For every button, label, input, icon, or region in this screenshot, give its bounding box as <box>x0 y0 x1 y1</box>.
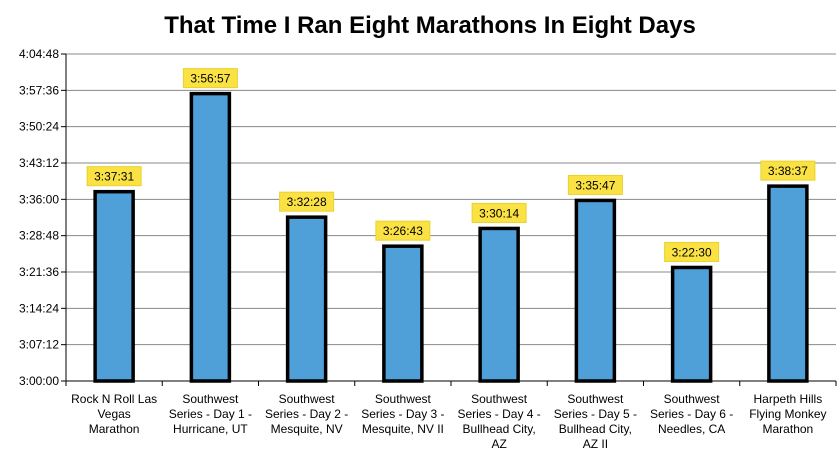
y-tick-label: 3:57:36 <box>19 83 59 97</box>
x-tick-label-line: Bullhead City, <box>463 422 536 436</box>
bar <box>574 198 617 383</box>
x-tick-label-line: Mesquite, NV II <box>362 422 444 436</box>
x-tick-label-line: Southwest <box>567 392 624 406</box>
x-tick-label-line: AZ II <box>583 437 608 449</box>
x-tick-label-line: Harpeth Hills <box>754 392 823 406</box>
x-tick-label-line: AZ <box>491 437 506 449</box>
axes <box>65 54 837 386</box>
data-label: 3:56:57 <box>182 68 238 89</box>
y-tick-label: 3:36:00 <box>19 192 59 206</box>
data-label: 3:38:37 <box>760 160 816 181</box>
x-tick-label: Southwest Series - Day 3 -Mesquite, NV II <box>361 392 444 436</box>
y-tick-label: 3:21:36 <box>19 265 59 279</box>
x-tick-label-line: Bullhead City, <box>559 422 632 436</box>
data-label: 3:35:47 <box>567 174 623 195</box>
data-label-text: 3:56:57 <box>190 72 230 86</box>
gridlines <box>66 53 836 382</box>
x-tick-label-line: Marathon <box>763 422 814 436</box>
y-axis-ticks: 3:00:00 3:07:12 3:14:24 3:21:36 3:28:48 3:36:… <box>19 47 66 388</box>
bar <box>670 265 713 383</box>
data-label-text: 3:26:43 <box>383 224 423 238</box>
x-tick-label-line: Flying Monkey <box>749 407 826 421</box>
bar <box>285 215 328 383</box>
x-tick-label-line: Southwest <box>664 392 721 406</box>
bar <box>382 244 424 383</box>
x-tick-label-line: Vegas <box>97 407 130 421</box>
x-tick-label-line: Mesquite, NV <box>271 422 343 436</box>
chart-title: That Time I Ran Eight Marathons In Eight… <box>164 12 696 39</box>
data-label-box <box>279 191 335 212</box>
y-tick-label: 3:00:00 <box>19 374 59 388</box>
y-tick-label: 3:07:12 <box>19 338 59 352</box>
x-tick-label-line: Series - Day 1 - <box>169 407 252 421</box>
x-tick-label-line: Rock N Roll Las <box>71 392 157 406</box>
bar <box>189 91 232 383</box>
bar <box>478 226 520 383</box>
data-label: 3:37:31 <box>86 166 142 187</box>
y-tick-label: 3:14:24 <box>19 301 59 315</box>
x-tick-label: Southwest Series - Day 2 -Mesquite, NV <box>265 392 348 436</box>
x-tick-label-line: Southwest <box>471 392 528 406</box>
x-tick-label: Southwest Series - Day 1 -Hurricane, UT <box>169 392 252 436</box>
bar <box>93 189 135 383</box>
x-tick-label-line: Southwest <box>279 392 336 406</box>
data-label: 3:26:43 <box>375 220 431 241</box>
data-label-box <box>567 174 623 195</box>
x-tick-label: Southwest Series - Day 6 -Needles, CA <box>650 392 733 436</box>
x-tick-label-line: Series - Day 6 - <box>650 407 733 421</box>
data-label-box <box>760 160 816 181</box>
y-tick-label: 3:28:48 <box>19 229 59 243</box>
data-label-text: 3:30:14 <box>479 206 519 220</box>
x-tick-label: Harpeth Hills Flying Monkey Marathon <box>749 392 826 436</box>
x-tick-label-line: Hurricane, UT <box>173 422 248 436</box>
x-tick-label: Southwest Series - Day 5 -Bullhead City, A… <box>554 392 637 449</box>
data-labels: 3:37:31 3:56:57 3:32:28 3:26:43 3:30:14 3:35:… <box>86 68 816 262</box>
y-tick-label: 3:50:24 <box>19 120 59 134</box>
data-label-box <box>664 241 720 262</box>
data-label-text: 3:22:30 <box>672 245 712 259</box>
y-tick-label: 3:43:12 <box>19 156 59 170</box>
data-label: 3:30:14 <box>471 202 527 223</box>
data-label-text: 3:35:47 <box>575 178 615 192</box>
x-tick-label-line: Series - Day 5 - <box>554 407 637 421</box>
x-tick-label-line: Southwest <box>182 392 239 406</box>
data-label: 3:22:30 <box>664 241 720 262</box>
x-tick-label-line: Marathon <box>89 422 140 436</box>
data-label-box <box>86 166 142 187</box>
data-label-box <box>182 68 238 89</box>
data-label-box <box>375 220 431 241</box>
x-tick-label: Rock N Roll Las Vegas Marathon <box>71 392 157 436</box>
x-tick-label-line: Series - Day 4 - <box>457 407 540 421</box>
x-tick-label-line: Needles, CA <box>658 422 725 436</box>
data-label: 3:32:28 <box>279 191 335 212</box>
x-tick-label-line: Southwest <box>375 392 432 406</box>
x-tick-label: Southwest Series - Day 4 -Bullhead City, A… <box>457 392 540 449</box>
x-tick-label-line: Series - Day 3 - <box>361 407 444 421</box>
x-tick-label-line: Series - Day 2 - <box>265 407 348 421</box>
data-label-box <box>471 202 527 223</box>
data-label-text: 3:38:37 <box>768 164 808 178</box>
data-label-text: 3:32:28 <box>287 195 327 209</box>
bars <box>93 91 809 383</box>
y-tick-label: 4:04:48 <box>19 47 59 61</box>
bar <box>767 184 809 383</box>
data-label-text: 3:37:31 <box>94 170 134 184</box>
